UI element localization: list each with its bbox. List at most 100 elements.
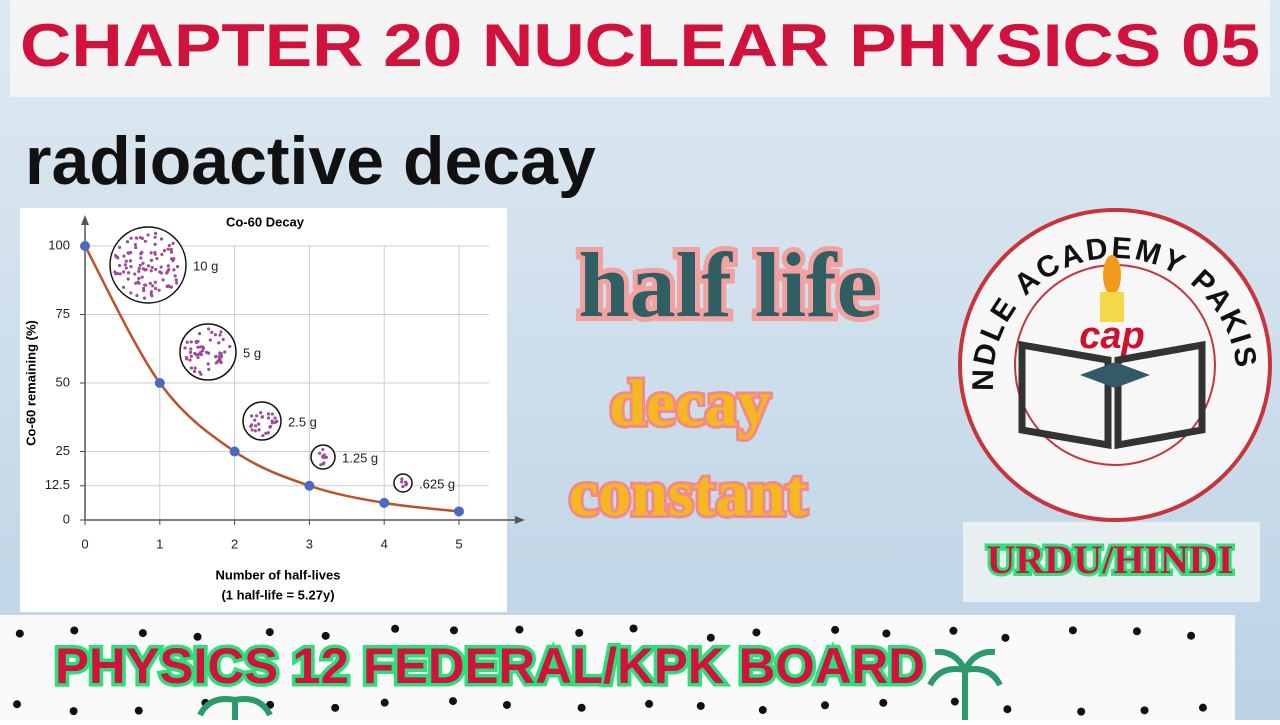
data-point [304,480,315,491]
atom-dot [129,236,133,240]
x-tick-label: 3 [306,536,313,551]
dot [331,703,340,712]
y-tick-label: 0 [63,511,70,526]
atom-dot [210,330,214,334]
atom-dot [257,422,261,426]
atom-dot [400,477,404,481]
dot [13,700,22,709]
language-box [963,522,1260,602]
atom-dot [223,350,227,354]
data-point [154,378,165,388]
atom-dot [149,258,154,262]
atom-dot [154,286,158,291]
atom-dot [321,447,325,452]
atom-dot [268,424,273,429]
footer-title: PHYSICS 12 FEDERAL/KPK BOARD [55,638,925,694]
atom-dot [169,247,173,252]
atom-dot [124,266,128,270]
atom-dot [124,259,128,263]
topic: radioactive decay [25,123,596,199]
dot [1140,706,1149,715]
dot [1187,631,1196,640]
atom-dot [219,330,223,334]
dot [1003,705,1012,714]
atom-dot [133,242,137,247]
dot [193,632,202,641]
sample-circle [393,473,413,493]
atom-dot [123,263,127,267]
atom-dot [206,362,210,366]
atom-dot [198,370,202,374]
atom-dot [184,355,188,360]
atom-dot [162,248,167,253]
atom-dot [228,344,232,349]
atom-dot [136,280,140,284]
atom-dot [129,291,133,295]
atom-dot [194,339,198,344]
atom-dot [214,361,218,365]
data-point [379,497,390,508]
atom-dot [146,233,150,237]
x-tick-label: 2 [231,536,238,551]
atom-dot [254,424,258,428]
atom-dot [221,337,225,342]
atom-dot [166,264,170,268]
dot [69,707,78,716]
atom-dot [160,252,164,256]
atom-dot [169,250,174,254]
atom-dot [148,281,152,285]
atom-dot [318,451,322,455]
atom-dot [185,340,189,344]
atom-dot [141,267,145,271]
atom-dot [213,333,218,337]
dot [645,699,654,708]
atom-dot [322,455,326,459]
atom-dot [259,411,263,415]
dot [831,625,840,634]
dot [134,706,143,715]
atom-dot [153,250,157,255]
y-tick-label: 25 [56,443,70,458]
atom-dot [266,431,271,435]
header-bar [10,0,1270,97]
atom-dot [217,354,221,358]
atom-dot [153,242,157,246]
annotation: 2.5 g [288,414,317,429]
atom-dot [150,265,154,270]
dot [879,698,888,707]
dot [1198,703,1207,712]
keyword-main: half life [579,234,878,336]
atom-dot [214,354,218,359]
dot [882,629,891,638]
y-tick-label: 50 [56,374,70,389]
atom-dot [174,278,178,282]
dot [449,697,458,706]
dot [1001,633,1010,642]
atom-dot [404,480,408,484]
atom-dot [189,366,194,370]
atom-dot [137,276,141,281]
atom-dot [192,369,197,374]
atom-dot [189,340,193,344]
dot [575,628,584,637]
atom-dot [219,360,223,365]
dot [577,703,586,712]
atom-dot [140,250,144,255]
atom-dot [189,354,193,358]
atom-dot [167,243,171,248]
atom-dot [169,285,174,289]
atom-dot [135,293,139,298]
dot [321,631,330,640]
y-tick-label: 75 [56,306,70,321]
atom-dot [140,236,144,241]
atom-dot [149,292,153,296]
atom-dot [175,264,180,269]
x-tick-label: 1 [156,536,163,551]
atom-dot [138,263,142,267]
atom-dot [149,251,153,255]
x-tick-label: 4 [381,536,388,551]
atom-dot [118,272,122,276]
atom-dot [218,333,222,337]
atom-dot [255,414,259,418]
